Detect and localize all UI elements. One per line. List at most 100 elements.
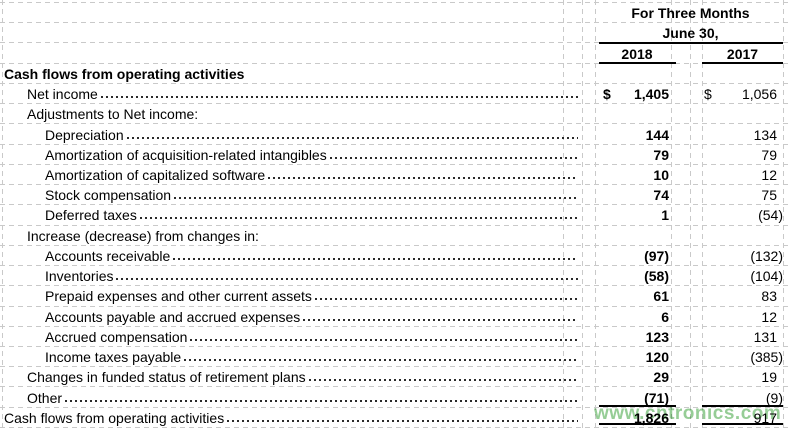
row-label-cell: Depreciation <box>0 127 598 143</box>
value-cell-2018: (97) <box>598 248 669 264</box>
value-2018: 144 <box>645 126 669 143</box>
value-cell-2018: 29 <box>598 369 669 385</box>
row-label-cell: Accrued compensation <box>0 329 598 345</box>
row-label: Other <box>27 389 63 406</box>
value-2017: 1,056 <box>741 86 777 103</box>
value-cell-2017: 75 <box>702 187 777 203</box>
dot-leader <box>314 298 578 301</box>
value-cell-2017: (9) <box>702 390 783 406</box>
value-2017: (385) <box>750 349 783 366</box>
rule-below-total-2017 <box>702 422 783 425</box>
value-cell-2018: 1,826 <box>598 410 669 426</box>
table-row: Accounts receivable (97) (132) <box>0 245 789 267</box>
row-label-cell: Accounts payable and accrued expenses <box>0 309 598 325</box>
value-2017: (132) <box>750 247 783 264</box>
value-2017: (9) <box>765 389 783 406</box>
row-label-cell: Deferred taxes <box>0 207 598 223</box>
row-label: Accounts receivable <box>45 247 171 264</box>
watermark-text: www.cntronics.com <box>594 403 782 424</box>
row-label-cell: Prepaid expenses and other current asset… <box>0 288 598 304</box>
row-label-cell: Increase (decrease) from changes in: <box>0 228 598 244</box>
value-cell-2017: 134 <box>702 127 777 143</box>
table-row: Depreciation 144 134 <box>0 124 789 145</box>
top-gridline <box>0 0 789 3</box>
value-2017: 131 <box>753 328 777 345</box>
value-2018: 1 <box>661 207 669 224</box>
dot-leader <box>173 257 578 260</box>
value-2017: 134 <box>753 126 777 143</box>
value-cell-2018: 144 <box>598 127 669 143</box>
value-cell-2018: 79 <box>598 147 669 163</box>
row-label-cell: Other <box>0 390 598 406</box>
row-label-cell: Accounts receivable <box>0 248 598 264</box>
header-period-label: For Three Months <box>631 5 750 22</box>
value-cell-2017: (385) <box>702 349 783 365</box>
header-period-row: For Three Months <box>0 3 789 24</box>
table-row: Inventories (58) (104) <box>0 266 789 287</box>
row-label-cell: Amortization of capitalized software <box>0 167 598 183</box>
table-row: Adjustments to Net income: <box>0 104 789 125</box>
table-row: Amortization of capitalized software 10 … <box>0 164 789 186</box>
value-cell-2017: 19 <box>702 369 777 385</box>
value-2017: 75 <box>761 187 777 204</box>
value-2018: (97) <box>644 247 669 264</box>
value-cell-2018: 6 <box>598 309 669 325</box>
value-cell-2018: 61 <box>598 288 669 304</box>
value-cell-2017: 83 <box>702 288 777 304</box>
value-cell-2017: 79 <box>702 147 777 163</box>
value-cell-2018: (71) <box>598 390 669 406</box>
row-label: Adjustments to Net income: <box>27 106 199 123</box>
table-row: Increase (decrease) from changes in: <box>0 225 789 246</box>
row-label: Cash flows from operating activities <box>4 65 245 82</box>
dot-leader <box>65 399 578 402</box>
value-2018: (71) <box>644 389 669 406</box>
table-row: Stock compensation 74 75 <box>0 185 789 206</box>
value-2018: 79 <box>653 146 669 163</box>
row-label: Cash flows from operating activities <box>4 409 225 426</box>
value-cell-2018: 123 <box>598 329 669 345</box>
dollar-sign-2017: $ <box>704 86 712 103</box>
row-label-cell: Cash flows from operating activities <box>0 66 598 82</box>
value-2018: 29 <box>653 369 669 386</box>
value-2018: 74 <box>653 187 669 204</box>
row-label-cell: Income taxes payable <box>0 349 598 365</box>
table-row: Deferred taxes 1 (54) <box>0 205 789 226</box>
value-cell-2017: 12 <box>702 309 777 325</box>
table-body: Cash flows from operating activities Net… <box>0 63 789 428</box>
value-2017: 79 <box>761 146 777 163</box>
value-2017: 12 <box>761 308 777 325</box>
value-2017: 19 <box>761 369 777 386</box>
dot-leader <box>303 318 578 321</box>
dot-leader <box>100 96 578 99</box>
value-cell-2018: 120 <box>598 349 669 365</box>
value-2018: 10 <box>653 166 669 183</box>
table-row: Cash flows from operating activities <box>0 63 789 84</box>
row-label: Prepaid expenses and other current asset… <box>45 288 312 305</box>
dot-leader <box>184 359 578 362</box>
table-row: Changes in funded status of retirement p… <box>0 367 789 388</box>
rule-under-2018 <box>599 61 676 64</box>
row-label-cell: Net income <box>0 86 598 102</box>
row-label: Amortization of acquisition-related inta… <box>45 146 327 163</box>
row-label-cell: Changes in funded status of retirement p… <box>0 369 598 385</box>
row-label: Inventories <box>45 268 114 285</box>
row-label-cell: Stock compensation <box>0 187 598 203</box>
value-cell-2018: 74 <box>598 187 669 203</box>
value-2018: 1,826 <box>633 409 669 426</box>
dot-leader <box>308 379 578 382</box>
row-label: Depreciation <box>45 126 124 143</box>
value-2017: (104) <box>750 268 783 285</box>
rule-below-total-2018 <box>599 422 676 425</box>
table-row: Net income $ 1,405 $ 1,056 <box>0 83 789 105</box>
row-label: Accrued compensation <box>45 328 188 345</box>
dot-leader <box>126 136 578 139</box>
value-cell-2017: 917 <box>702 410 777 426</box>
value-cell-2017: 12 <box>702 167 777 183</box>
row-label-cell: Adjustments to Net income: <box>0 106 598 122</box>
dot-leader <box>268 176 578 179</box>
value-cell-2018: (58) <box>598 268 669 284</box>
table-row: Amortization of acquisition-related inta… <box>0 144 789 165</box>
rule-under-date <box>599 41 783 44</box>
value-2018: 6 <box>661 308 669 325</box>
